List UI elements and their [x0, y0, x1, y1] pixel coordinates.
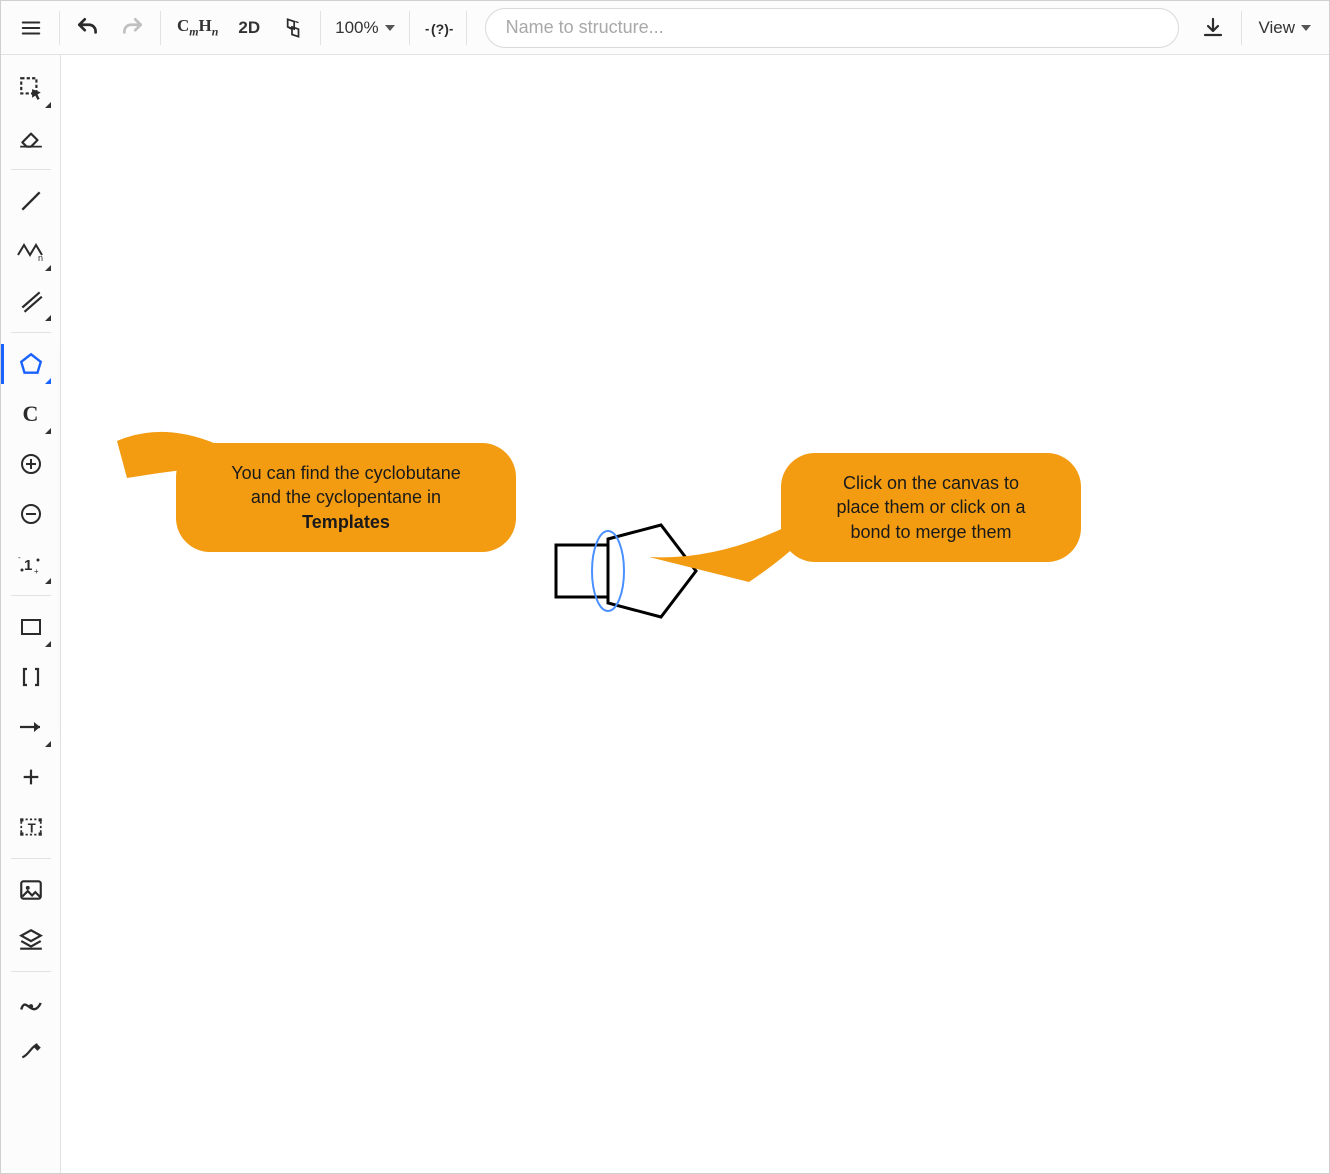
svg-text:-: -	[18, 553, 21, 562]
view-dropdown[interactable]: View	[1248, 18, 1321, 38]
name-to-structure-input[interactable]	[485, 8, 1180, 48]
search-container	[473, 8, 1192, 48]
callout-line2: and the cyclopentane in	[251, 487, 441, 507]
toolbar-separator	[11, 169, 51, 170]
view-label: View	[1258, 18, 1295, 38]
eraser-icon[interactable]	[7, 114, 55, 162]
svg-text:1: 1	[24, 557, 32, 574]
callout-r-line1: Click on the canvas to	[843, 473, 1019, 493]
chevron-down-icon	[385, 25, 395, 31]
toolbar-separator	[11, 971, 51, 972]
toolbar-separator	[409, 11, 410, 45]
isotope-icon[interactable]: -1+	[7, 540, 55, 588]
image-icon[interactable]	[7, 866, 55, 914]
single-bond-icon[interactable]	[7, 177, 55, 225]
expand-tick-icon	[45, 315, 51, 321]
top-toolbar: CmHn 2D 100% -(?)- View	[1, 1, 1329, 55]
callout-r-line3: bond to merge them	[850, 522, 1011, 542]
hamburger-menu-icon[interactable]	[9, 6, 53, 50]
callout-canvas-hint: Click on the canvas to place them or cli…	[781, 453, 1081, 562]
expand-tick-icon	[45, 741, 51, 747]
toolbar-separator	[11, 595, 51, 596]
mode-2d-button[interactable]: 2D	[228, 18, 270, 38]
plus-icon[interactable]	[7, 753, 55, 801]
formula-button[interactable]: CmHn	[167, 16, 228, 39]
structure-3d-icon[interactable]	[270, 6, 314, 50]
toolbar-separator	[11, 332, 51, 333]
toolbar-separator	[1241, 11, 1242, 45]
arrow-icon[interactable]	[7, 703, 55, 751]
select-lasso-icon[interactable]	[7, 64, 55, 112]
expand-tick-icon	[45, 265, 51, 271]
pen-icon[interactable]	[7, 1029, 55, 1077]
expand-tick-icon	[45, 578, 51, 584]
redo-icon[interactable]	[110, 6, 154, 50]
svg-text:(?): (?)	[431, 21, 449, 37]
double-bond-icon[interactable]	[7, 277, 55, 325]
toolbar-separator	[160, 11, 161, 45]
bracket-icon[interactable]	[7, 653, 55, 701]
charge-minus-icon[interactable]	[7, 490, 55, 538]
zoom-label: 100%	[335, 18, 378, 38]
carbon-atom-icon[interactable]: C	[7, 390, 55, 438]
callout-line3: Templates	[302, 512, 390, 532]
help-icon[interactable]: -(?)-	[416, 6, 460, 50]
svg-text:+: +	[34, 567, 39, 576]
toolbar-separator	[466, 11, 467, 45]
drawing-canvas[interactable]: You can find the cyclobutane and the cyc…	[61, 55, 1329, 1173]
toolbar-separator	[11, 858, 51, 859]
curve-icon[interactable]	[7, 979, 55, 1027]
callout-line1: You can find the cyclobutane	[231, 463, 461, 483]
expand-tick-icon	[45, 102, 51, 108]
chevron-down-icon	[1301, 25, 1311, 31]
svg-text:T: T	[27, 820, 35, 835]
expand-tick-icon	[45, 378, 51, 384]
zoom-dropdown[interactable]: 100%	[327, 18, 402, 38]
callout-templates-hint: You can find the cyclobutane and the cyc…	[176, 443, 516, 552]
chain-icon[interactable]: n	[7, 227, 55, 275]
rectangle-icon[interactable]	[7, 603, 55, 651]
ring-template-icon[interactable]	[7, 340, 55, 388]
svg-text:-: -	[449, 21, 453, 36]
toolbar-separator	[320, 11, 321, 45]
svg-text:-: -	[425, 21, 429, 36]
callout-r-line2: place them or click on a	[836, 497, 1025, 517]
charge-plus-icon[interactable]	[7, 440, 55, 488]
svg-text:n: n	[38, 253, 43, 263]
undo-icon[interactable]	[66, 6, 110, 50]
download-icon[interactable]	[1191, 6, 1235, 50]
toolbar-separator	[59, 11, 60, 45]
text-frame-icon[interactable]: T	[7, 803, 55, 851]
expand-tick-icon	[45, 428, 51, 434]
left-toolbar: n C -1+ T	[1, 55, 61, 1173]
layers-icon[interactable]	[7, 916, 55, 964]
expand-tick-icon	[45, 641, 51, 647]
